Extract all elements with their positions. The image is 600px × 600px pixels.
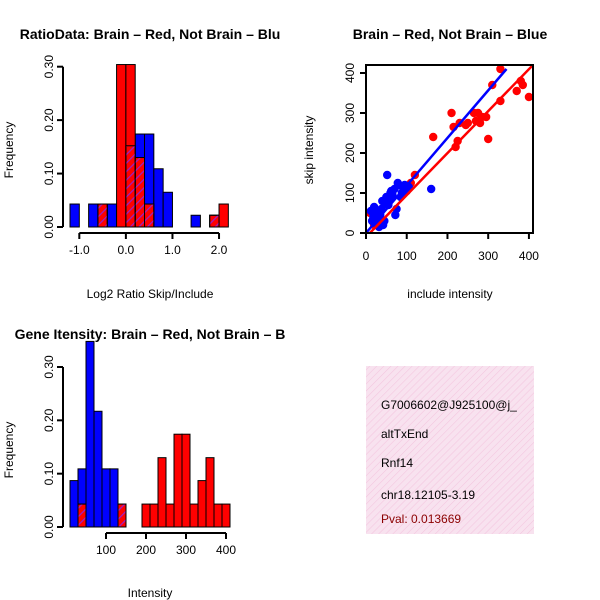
brain-point (496, 96, 505, 106)
x-tick-label: 400 (519, 249, 539, 263)
brain-bar (149, 503, 159, 528)
not-brain-bar (88, 203, 99, 228)
not-brain-point (382, 170, 392, 180)
not-brain-bar (69, 480, 79, 528)
brain-fit-line (368, 65, 533, 233)
info-box: G7006602@J925100@j_ altTxEnd Rnf14 chr18… (366, 366, 534, 534)
hist1-title: RatioData: Brain – Red, Not Brain – Blu (20, 26, 281, 42)
hist1-plot: 0.00 0.10 0.20 0.30 -1.0 0.0 1.0 2.0 (42, 55, 229, 257)
brain-bar (181, 433, 191, 528)
brain-point (483, 134, 493, 144)
hist2-plot: 0.00 0.10 0.20 0.30 100 200 300 400 (42, 340, 236, 557)
info-location: chr18.12105-3.19 (381, 488, 475, 502)
scatter-title: Brain – Red, Not Brain – Blue (353, 26, 548, 42)
x-tick-label: 200 (136, 543, 156, 557)
x-tick-label: 300 (176, 543, 196, 557)
x-tick-label: 100 (397, 249, 417, 263)
overlap-bar (209, 214, 220, 228)
not-brain-point (426, 184, 436, 194)
not-brain-bar (162, 191, 173, 228)
x-tick-label: 400 (216, 543, 236, 557)
brain-bar (141, 503, 151, 528)
scatter-xlabel: include intensity (407, 287, 492, 301)
not-brain-bar (106, 203, 118, 228)
info-event-type: altTxEnd (381, 427, 428, 441)
overlap-bar (134, 157, 146, 228)
brain-bar (173, 433, 183, 528)
x-tick-label: 100 (96, 543, 116, 557)
x-tick-label: 300 (478, 249, 498, 263)
not-brain-bar (109, 468, 119, 528)
y-tick-label: 100 (343, 183, 357, 203)
not-brain-bar (101, 468, 111, 528)
y-tick-label: 0.00 (42, 515, 56, 539)
y-tick-label: 400 (343, 63, 357, 83)
scatter-plot: 0 100 200 300 400 0 100 200 300 400 (343, 63, 539, 263)
scatter-ylabel: skip intensity (302, 116, 316, 185)
x-tick-label: 0.0 (118, 243, 135, 257)
overlap-bar (144, 203, 155, 228)
y-tick-label: 0.10 (42, 462, 56, 486)
y-tick-label: 300 (343, 103, 357, 123)
info-pval: Pval: 0.013669 (381, 512, 461, 526)
scatter-data-area (366, 65, 533, 233)
overlap-bar (97, 203, 108, 228)
y-tick-label: 0.00 (42, 215, 56, 239)
y-tick-label: 0.20 (42, 408, 56, 432)
y-tick-label: 0.30 (42, 55, 56, 79)
not-brain-bar (69, 203, 80, 228)
not-brain-bar (85, 340, 95, 528)
brain-point (512, 86, 521, 96)
y-tick-label: 0.10 (42, 162, 56, 186)
info-gene-name: Rnf14 (381, 456, 413, 470)
brain-bar (197, 480, 207, 528)
overlap-bar (77, 503, 87, 528)
hist1-xlabel: Log2 Ratio Skip/Include (87, 287, 214, 301)
brain-bar (165, 503, 175, 528)
x-tick-label: 200 (437, 249, 457, 263)
overlap-bar (125, 145, 136, 228)
plot-frame (365, 64, 534, 234)
x-tick-label: 0 (363, 249, 370, 263)
brain-point (524, 92, 533, 102)
brain-bar (157, 457, 167, 528)
not-brain-bar (93, 410, 103, 528)
brain-point (518, 80, 528, 90)
brain-point (447, 108, 456, 118)
y-tick-label: 0 (343, 229, 357, 236)
not-brain-bar (153, 168, 164, 228)
hist1-ylabel: Frequency (2, 122, 16, 179)
x-tick-label: -1.0 (69, 243, 90, 257)
y-tick-label: 0.30 (42, 355, 56, 379)
brain-bar (205, 457, 215, 528)
brain-point (496, 65, 505, 74)
x-tick-label: 2.0 (211, 243, 228, 257)
brain-bar (221, 503, 231, 528)
not-brain-fit-line (366, 68, 508, 233)
overlap-bar (117, 503, 127, 528)
brain-bar (218, 203, 229, 228)
hist2-xlabel: Intensity (128, 586, 173, 600)
y-tick-label: 200 (343, 143, 357, 163)
info-box-hatch (366, 366, 534, 534)
brain-bar (213, 503, 223, 528)
brain-bar (189, 503, 199, 528)
brain-point (429, 132, 438, 142)
hist2-title: Gene Itensity: Brain – Red, Not Brain – … (15, 326, 286, 342)
brain-bar (116, 64, 127, 228)
not-brain-bar (190, 214, 201, 228)
y-tick-label: 0.20 (42, 108, 56, 132)
info-event-id: G7006602@J925100@j_ (381, 398, 517, 412)
x-tick-label: 1.0 (164, 243, 181, 257)
hist2-ylabel: Frequency (2, 422, 16, 479)
brain-point (463, 118, 473, 128)
